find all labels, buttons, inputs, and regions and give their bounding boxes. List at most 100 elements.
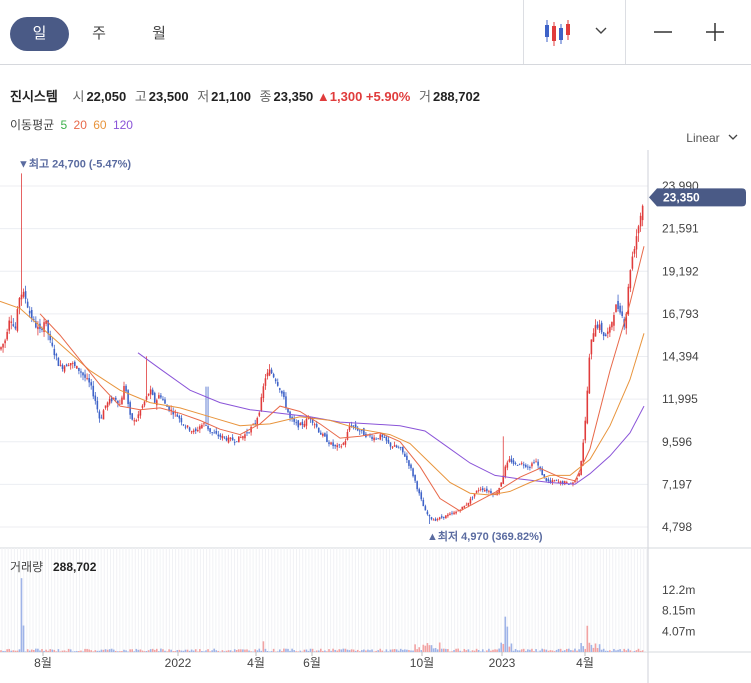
chart-type-button[interactable]	[538, 14, 578, 50]
candle-body	[112, 397, 115, 400]
close-value: 23,350	[273, 89, 314, 104]
candle-body	[438, 517, 441, 520]
candle-body	[559, 481, 562, 484]
scale-selector[interactable]: Linear	[686, 131, 739, 145]
candle-body	[8, 320, 10, 331]
ma120-label[interactable]: 120	[112, 118, 133, 132]
volume-bar	[371, 649, 373, 652]
volume-bar	[346, 649, 349, 652]
candle-body	[514, 463, 517, 464]
candle-body	[57, 357, 60, 366]
candle-body	[406, 455, 408, 460]
ma60-label[interactable]: 60	[93, 118, 107, 132]
volume-bar	[317, 650, 320, 652]
candle-body	[338, 444, 341, 446]
ma20-label[interactable]: 20	[73, 118, 87, 132]
volume-bar	[426, 643, 429, 652]
moving-average-legend: 이동평균 5 20 60 120	[10, 116, 133, 133]
volume-bars-group	[0, 578, 644, 652]
candle-body	[389, 442, 392, 447]
ma5-label[interactable]: 5	[60, 118, 68, 132]
candle-body	[53, 348, 56, 356]
volume-bar	[506, 626, 509, 652]
volume-bar	[637, 648, 640, 652]
candle-body	[180, 418, 183, 423]
candle-body	[100, 417, 103, 419]
tab-day[interactable]: 일	[10, 17, 69, 51]
volume-bar	[244, 649, 246, 652]
volume-bar	[61, 650, 64, 652]
volume-bar	[176, 650, 179, 652]
volume-bar	[402, 649, 404, 652]
volume-bar	[459, 650, 461, 652]
volume-bar	[615, 650, 617, 652]
tab-week[interactable]: 주	[92, 25, 106, 42]
candle-body	[43, 322, 45, 333]
candle-body	[291, 416, 293, 420]
candle-body	[328, 442, 330, 445]
candle-body	[506, 462, 509, 468]
volume-bar	[522, 648, 525, 652]
zoom-in-button[interactable]	[700, 14, 730, 50]
candle-body	[16, 309, 19, 331]
candle-body	[145, 396, 148, 400]
candle-body	[637, 226, 640, 234]
candle-body	[303, 423, 306, 427]
volume-bar	[365, 650, 367, 652]
volume-bar	[90, 650, 92, 652]
volume-bar	[8, 648, 10, 652]
volume-bar	[18, 649, 21, 652]
volume-bar	[178, 649, 181, 652]
volume-bar	[131, 649, 133, 652]
volume-bar	[115, 650, 117, 652]
volume-bar	[160, 648, 162, 652]
chart-type-dropdown[interactable]	[588, 14, 614, 50]
candle-body	[26, 301, 29, 308]
volume-bar	[641, 650, 644, 652]
candle-body	[246, 432, 248, 434]
candle-body	[108, 399, 111, 404]
candle-body	[471, 497, 474, 499]
candle-body	[240, 437, 242, 439]
volume-bar	[260, 650, 263, 652]
volume-bar	[375, 650, 377, 652]
candle-body	[551, 480, 554, 482]
candle-body	[123, 386, 125, 400]
candle-body	[272, 374, 275, 378]
volume-bar	[313, 651, 316, 652]
candle-body	[305, 418, 308, 426]
volume-bar	[418, 647, 420, 652]
volume-bar	[110, 648, 113, 652]
candle-body	[139, 410, 142, 416]
candle-body	[420, 492, 423, 500]
price-tick-label: 19,192	[662, 264, 699, 278]
candle-body	[106, 402, 109, 408]
candle-body	[18, 298, 21, 309]
volume-bar	[434, 648, 437, 652]
volume-bar	[194, 649, 197, 652]
volume-bar	[596, 648, 599, 652]
candle-body	[629, 270, 632, 289]
candle-body	[256, 417, 259, 425]
volume-bar	[617, 649, 619, 652]
volume-bar	[488, 648, 490, 652]
volume-bar	[551, 650, 554, 652]
candle-body	[98, 411, 101, 419]
candle-body	[326, 434, 328, 442]
volume-bar	[14, 650, 17, 652]
candle-body	[197, 429, 199, 432]
volume-bar	[153, 649, 156, 652]
volume-bar	[293, 650, 295, 652]
candle-body	[35, 321, 37, 328]
candle-body	[604, 334, 607, 337]
zoom-out-button[interactable]	[648, 14, 678, 50]
candle-body	[225, 437, 228, 441]
candle-body	[248, 432, 250, 434]
candle-body	[354, 424, 357, 429]
tab-month[interactable]: 월	[152, 25, 166, 42]
volume-bar	[63, 650, 66, 652]
ma20-line	[39, 246, 645, 512]
volume-bar	[602, 648, 605, 652]
price-chart[interactable]: 23,99021,59119,19216,79314,39411,9959,59…	[0, 150, 751, 683]
volume-bar	[412, 650, 414, 652]
